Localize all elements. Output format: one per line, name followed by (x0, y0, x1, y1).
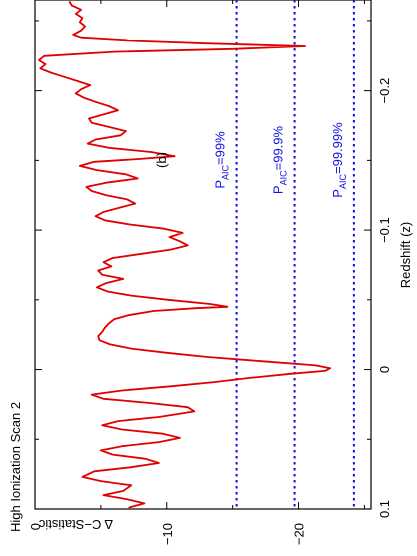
z-tick-label: 0 (377, 366, 392, 373)
z-tick-label: −0.1 (377, 217, 392, 243)
axis-labels: High Ionization Scan 2 Δ C−Statistic Red… (8, 152, 413, 532)
threshold-lines: PAIC=99% PAIC=99.9% PAIC=99.99% (213, 0, 355, 509)
z-tick-label: 0.1 (377, 500, 392, 518)
delta-cstat-curve (38, 0, 332, 509)
c-tick-label: −20 (292, 523, 307, 545)
y-axis-label: Δ C−Statistic (38, 517, 113, 532)
plot-frame (34, 0, 372, 510)
series-group (38, 0, 332, 509)
threshold-label: PAIC=99% (213, 131, 231, 189)
z-tick-label: −0.2 (377, 78, 392, 104)
c-tick-label: 0 (28, 523, 43, 530)
x-axis-label: Redshift (z) (398, 222, 413, 288)
title-label: High Ionization Scan 2 (8, 402, 23, 532)
axis-ticks: 0.1 0 −0.1 −0.2 0 −10 −20 (28, 0, 392, 545)
threshold-label: PAIC=99.9% (271, 125, 289, 194)
c-tick-label: −10 (160, 523, 175, 545)
threshold-label: PAIC=99.99% (330, 122, 348, 198)
panel-label: (b) (154, 152, 169, 168)
